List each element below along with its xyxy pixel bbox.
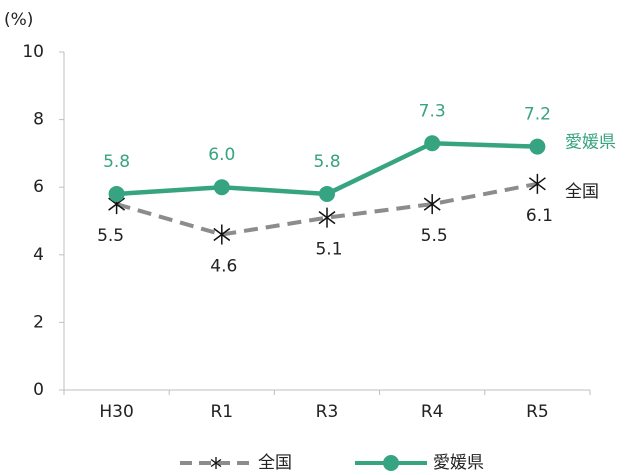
data-point bbox=[213, 224, 231, 245]
y-unit: (%) bbox=[4, 10, 33, 30]
data-label: 5.5 bbox=[97, 226, 124, 246]
data-point bbox=[213, 179, 230, 196]
x-tick-label: H30 bbox=[99, 402, 133, 422]
data-point bbox=[528, 173, 546, 194]
y-tick-label: 10 bbox=[22, 42, 44, 62]
legend-marker bbox=[383, 455, 399, 471]
data-point bbox=[423, 194, 441, 215]
data-point bbox=[424, 135, 441, 152]
marker-stroke bbox=[108, 197, 126, 211]
marker-stroke bbox=[423, 197, 441, 211]
data-label: 6.1 bbox=[526, 206, 553, 226]
marker-stroke bbox=[210, 458, 222, 468]
x-tick-label: R3 bbox=[316, 402, 339, 422]
data-label: 5.5 bbox=[421, 226, 448, 246]
legend-label: 全国 bbox=[258, 453, 292, 473]
data-label: 5.8 bbox=[103, 152, 130, 172]
data-label: 5.8 bbox=[313, 152, 340, 172]
y-tick-label: 6 bbox=[33, 177, 44, 197]
y-tick-label: 4 bbox=[33, 245, 44, 265]
data-point bbox=[319, 185, 335, 202]
series-end-label: 全国 bbox=[565, 182, 599, 202]
legend-label: 愛媛県 bbox=[433, 453, 484, 473]
data-label: 6.0 bbox=[208, 145, 235, 165]
data-point bbox=[529, 138, 546, 155]
y-tick-label: 8 bbox=[33, 110, 44, 130]
data-label: 7.2 bbox=[524, 105, 551, 125]
x-tick-label: R1 bbox=[210, 402, 233, 422]
marker-stroke bbox=[213, 227, 231, 242]
legend-marker bbox=[210, 457, 222, 469]
data-label: 5.1 bbox=[315, 240, 342, 260]
data-label: 4.6 bbox=[210, 257, 237, 277]
y-tick-label: 0 bbox=[33, 380, 44, 400]
x-tick-label: R5 bbox=[526, 402, 549, 422]
data-point bbox=[318, 207, 336, 228]
data-point bbox=[108, 185, 125, 202]
x-tick-label: R4 bbox=[421, 402, 444, 422]
marker-stroke bbox=[528, 177, 546, 191]
marker-stroke bbox=[318, 211, 336, 225]
series-line bbox=[116, 181, 538, 237]
series-end-label: 愛媛県 bbox=[565, 133, 616, 153]
y-tick-label: 2 bbox=[33, 312, 44, 332]
data-label: 7.3 bbox=[419, 101, 446, 121]
